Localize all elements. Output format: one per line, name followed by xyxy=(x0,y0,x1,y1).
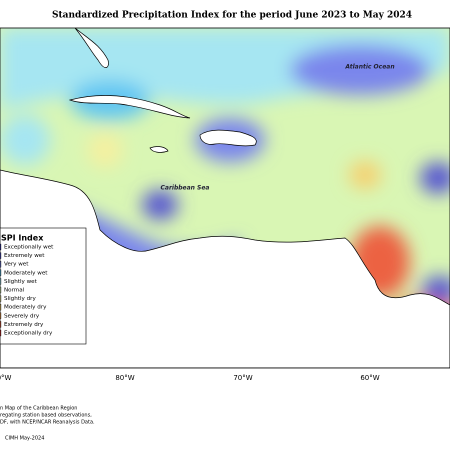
legend-swatch xyxy=(0,286,2,294)
sea-label: Caribbean Sea xyxy=(161,185,210,192)
legend-swatch xyxy=(0,312,2,319)
map-area: SPI Index Exceptionally wet Extremely wet… xyxy=(0,28,450,368)
legend-label: Moderately dry xyxy=(4,305,47,311)
legend-swatch xyxy=(0,278,2,285)
wet-zone xyxy=(0,115,50,165)
footer-line: regating station based observations, xyxy=(0,413,92,419)
ocean-label: Atlantic Ocean xyxy=(344,64,394,71)
wet-zone xyxy=(420,162,450,194)
legend-label: Severely dry xyxy=(4,313,40,319)
wet-zone xyxy=(290,45,430,95)
hispaniola xyxy=(199,129,257,147)
lon-tick-label: 60°W xyxy=(360,374,379,382)
legend-swatch xyxy=(0,321,2,328)
lon-tick-label: 0°W xyxy=(0,374,12,382)
footer-line: CIMH May-2024 xyxy=(5,436,44,442)
legend-swatch xyxy=(0,329,2,337)
legend-label: Slightly dry xyxy=(4,296,36,302)
lon-tick-label: 70°W xyxy=(233,374,252,382)
legend-label: Extremely dry xyxy=(4,322,44,328)
footer-line: DF, with NCEP/NCAR Reanalysis Data. xyxy=(0,420,95,426)
legend: SPI Index Exceptionally wet Extremely wet… xyxy=(0,227,87,345)
legend-swatch xyxy=(0,304,2,311)
map-title: Standardized Precipitation Index for the… xyxy=(52,11,412,21)
legend-swatch xyxy=(0,269,2,276)
legend-label: Exceptionally wet xyxy=(4,245,54,251)
legend-label: Exceptionally dry xyxy=(4,331,53,337)
legend-label: Slightly wet xyxy=(4,279,38,285)
legend-label: Moderately wet xyxy=(4,270,48,276)
florida xyxy=(74,28,109,68)
legend-box xyxy=(0,227,87,345)
legend-swatch xyxy=(0,261,2,268)
mainland xyxy=(0,169,450,368)
footer-line: n Map of the Caribbean Region xyxy=(0,406,77,412)
dry-zone xyxy=(349,161,381,189)
legend-label: Normal xyxy=(4,288,25,294)
wet-zone xyxy=(142,190,178,220)
cuba xyxy=(68,95,191,119)
legend-items: Exceptionally wet Extremely wet Very wet Mo… xyxy=(0,243,54,337)
jamaica xyxy=(149,146,169,153)
legend-swatch xyxy=(0,243,2,251)
longitude-ticks: 0°W 80°W 70°W 60°W xyxy=(0,374,380,382)
footer: n Map of the Caribbean Region regating s… xyxy=(0,406,95,442)
map-frame xyxy=(0,27,450,369)
legend-label: Very wet xyxy=(4,262,29,268)
legend-label: Extremely wet xyxy=(4,253,45,259)
lon-tick-label: 80°W xyxy=(115,374,134,382)
legend-swatch xyxy=(0,252,2,259)
dry-zone xyxy=(87,132,123,168)
legend-title: SPI Index xyxy=(1,234,44,243)
land xyxy=(0,28,450,368)
legend-swatch xyxy=(0,295,2,302)
